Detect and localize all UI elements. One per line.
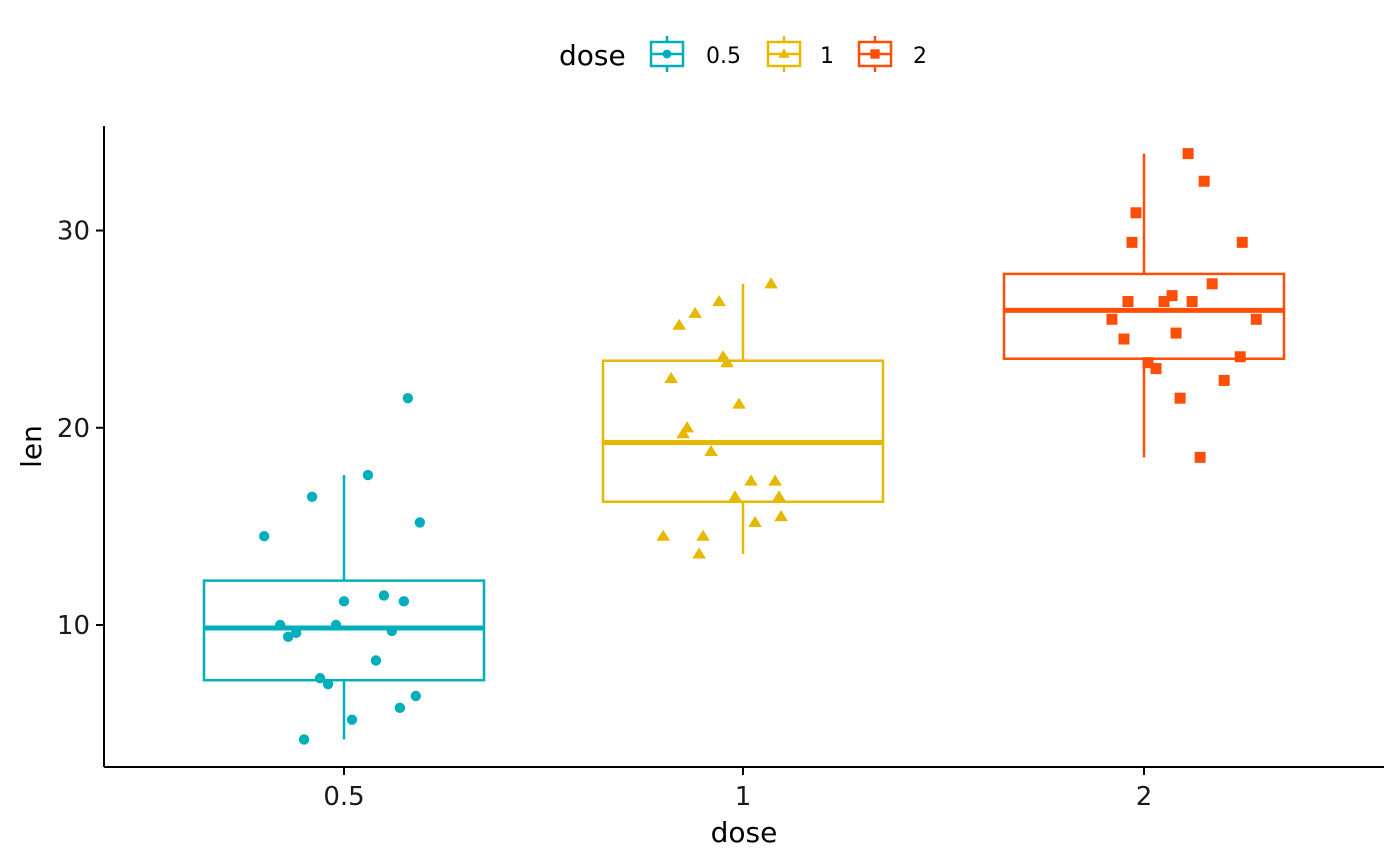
data-point-1 xyxy=(772,490,786,502)
data-point-2 xyxy=(1118,333,1130,345)
data-point-1 xyxy=(676,427,690,439)
legend-entry-1: 1 xyxy=(766,36,834,72)
data-point-0.5 xyxy=(330,619,342,631)
legend-entries: 0.5 1 2 xyxy=(649,36,927,72)
data-point-0.5 xyxy=(290,627,302,639)
data-point-0.5 xyxy=(394,702,406,714)
data-point-1 xyxy=(744,474,758,486)
data-point-0.5 xyxy=(378,590,390,601)
data-point-1 xyxy=(764,277,778,289)
axes: 10 20 30 0.5 1 2 xyxy=(57,126,1384,812)
data-point-0.5 xyxy=(362,469,374,481)
plot-area xyxy=(202,148,1286,745)
y-tick-label: 10 xyxy=(57,611,90,641)
data-point-1 xyxy=(704,444,718,456)
data-point-2 xyxy=(1182,148,1194,160)
box xyxy=(1002,272,1286,360)
data-point-2 xyxy=(1194,451,1206,463)
y-axis-title: len xyxy=(15,425,48,468)
data-point-2 xyxy=(1170,327,1182,339)
legend-label: 2 xyxy=(913,44,927,69)
data-point-2 xyxy=(1206,278,1218,290)
data-point-0.5 xyxy=(370,655,382,666)
jitter-points xyxy=(259,148,1262,745)
legend-key-marker xyxy=(778,48,790,58)
legend: dose 0.5 1 2 xyxy=(559,36,927,72)
data-point-2 xyxy=(1150,363,1162,375)
boxplot-0.5 xyxy=(202,475,486,740)
data-point-2 xyxy=(1236,236,1248,248)
data-point-1 xyxy=(774,510,788,522)
data-point-1 xyxy=(692,547,706,559)
data-point-2 xyxy=(1126,236,1138,248)
data-point-0.5 xyxy=(402,392,414,404)
data-point-0.5 xyxy=(306,491,318,502)
data-point-0.5 xyxy=(410,690,422,702)
data-point-1 xyxy=(680,421,694,433)
data-point-0.5 xyxy=(346,714,358,725)
data-point-2 xyxy=(1198,175,1210,187)
x-ticks: 0.5 1 2 xyxy=(323,767,1152,812)
x-axis-title: dose xyxy=(711,816,778,849)
legend-label: 0.5 xyxy=(706,44,741,69)
legend-title: dose xyxy=(559,39,626,72)
x-tick-label: 0.5 xyxy=(323,782,364,812)
data-point-2 xyxy=(1158,296,1170,308)
boxplot-1 xyxy=(601,283,885,554)
data-point-2 xyxy=(1234,351,1246,363)
data-point-0.5 xyxy=(386,625,398,637)
data-point-1 xyxy=(748,515,762,527)
legend-key-marker xyxy=(870,49,880,59)
data-point-2 xyxy=(1186,296,1198,308)
data-point-0.5 xyxy=(314,673,326,684)
data-point-0.5 xyxy=(282,631,294,643)
data-point-1 xyxy=(720,356,734,368)
data-point-0.5 xyxy=(414,517,426,528)
data-point-2 xyxy=(1174,392,1186,404)
data-point-1 xyxy=(672,318,686,330)
y-ticks: 10 20 30 xyxy=(57,217,104,641)
data-point-2 xyxy=(1166,290,1178,302)
data-point-2 xyxy=(1106,313,1118,325)
data-point-0.5 xyxy=(338,596,350,607)
data-point-2 xyxy=(1218,374,1230,386)
data-point-1 xyxy=(768,474,782,486)
data-point-1 xyxy=(728,490,742,502)
data-point-0.5 xyxy=(298,734,310,745)
data-point-1 xyxy=(688,306,702,318)
x-tick-label: 2 xyxy=(1136,782,1153,812)
data-point-1 xyxy=(664,371,678,384)
y-tick-label: 20 xyxy=(57,414,90,444)
data-point-2 xyxy=(1130,207,1142,219)
y-tick-label: 30 xyxy=(57,217,90,247)
data-point-0.5 xyxy=(398,596,410,607)
x-tick-label: 1 xyxy=(735,782,752,812)
data-point-2 xyxy=(1142,357,1154,369)
legend-entry-0.5: 0.5 xyxy=(649,36,741,72)
data-point-0.5 xyxy=(274,619,286,631)
data-point-0.5 xyxy=(259,531,270,542)
data-point-1 xyxy=(732,397,746,409)
box xyxy=(601,359,885,503)
data-point-0.5 xyxy=(322,678,334,690)
legend-key-marker xyxy=(662,49,672,59)
legend-entry-2: 2 xyxy=(857,36,927,72)
data-point-1 xyxy=(696,529,710,541)
data-point-2 xyxy=(1250,313,1262,325)
legend-label: 1 xyxy=(820,44,834,69)
data-point-1 xyxy=(712,295,726,307)
data-point-1 xyxy=(656,529,670,541)
data-point-2 xyxy=(1122,296,1134,308)
boxplots xyxy=(202,153,1286,740)
boxplot-2 xyxy=(1002,153,1286,458)
